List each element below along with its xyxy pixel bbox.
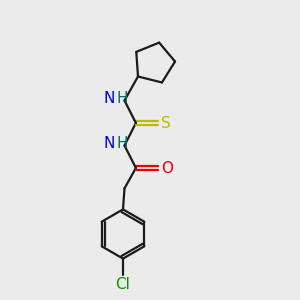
- Text: S: S: [161, 116, 171, 130]
- Text: Cl: Cl: [116, 277, 130, 292]
- Text: H: H: [116, 91, 128, 106]
- Text: H: H: [116, 136, 128, 151]
- Text: N: N: [103, 136, 115, 151]
- Text: O: O: [161, 160, 173, 175]
- Text: N: N: [103, 91, 115, 106]
